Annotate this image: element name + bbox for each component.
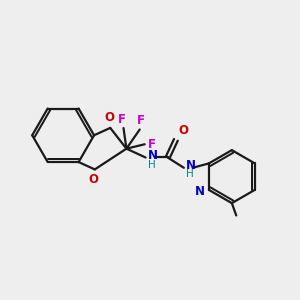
Text: F: F bbox=[148, 138, 156, 151]
Text: O: O bbox=[88, 173, 99, 186]
Text: F: F bbox=[118, 113, 126, 126]
Text: O: O bbox=[104, 111, 114, 124]
Text: F: F bbox=[137, 114, 145, 127]
Text: N: N bbox=[148, 149, 158, 162]
Text: H: H bbox=[186, 169, 194, 179]
Text: H: H bbox=[148, 160, 155, 170]
Text: N: N bbox=[186, 159, 196, 172]
Text: N: N bbox=[194, 185, 205, 198]
Text: O: O bbox=[178, 124, 188, 137]
